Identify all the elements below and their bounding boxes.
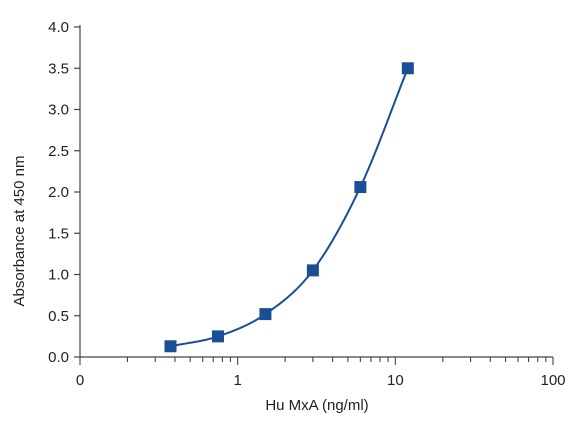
x-tick-label: 0 xyxy=(76,372,84,389)
y-tick-label: 4.0 xyxy=(48,19,69,36)
y-axis-ticks: 0.0 0.5 1.0 1.5 2.0 2.5 3.0 3.5 4.0 xyxy=(48,19,80,366)
data-point xyxy=(306,264,319,277)
fit-curve xyxy=(170,67,409,348)
y-tick-label: 0.0 xyxy=(48,349,69,366)
data-point xyxy=(259,308,272,321)
data-point xyxy=(164,340,177,353)
data-points-layer xyxy=(164,62,414,353)
plot-area: 0.0 0.5 1.0 1.5 2.0 2.5 3.0 3.5 4.0 0 1 10 100 xyxy=(48,19,565,389)
y-tick-label: 1.5 xyxy=(48,225,69,242)
x-tick-label: 1 xyxy=(233,372,241,389)
y-tick-label: 0.5 xyxy=(48,308,69,325)
x-axis-title: Hu MxA (ng/ml) xyxy=(265,397,368,414)
data-point xyxy=(211,330,224,343)
y-tick-label: 3.0 xyxy=(48,102,69,119)
x-axis-ticks: 0 1 10 100 xyxy=(76,357,566,389)
x-tick-label: 10 xyxy=(387,372,404,389)
data-point xyxy=(354,181,367,194)
data-point xyxy=(401,62,414,75)
y-tick-label: 2.5 xyxy=(48,143,69,160)
y-tick-label: 3.5 xyxy=(48,60,69,77)
x-tick-label: 100 xyxy=(540,372,565,389)
y-axis-title: Absorbance at 450 nm xyxy=(11,156,28,307)
fit-curve-layer xyxy=(170,67,409,348)
y-tick-label: 1.0 xyxy=(48,267,69,284)
y-tick-label: 2.0 xyxy=(48,184,69,201)
